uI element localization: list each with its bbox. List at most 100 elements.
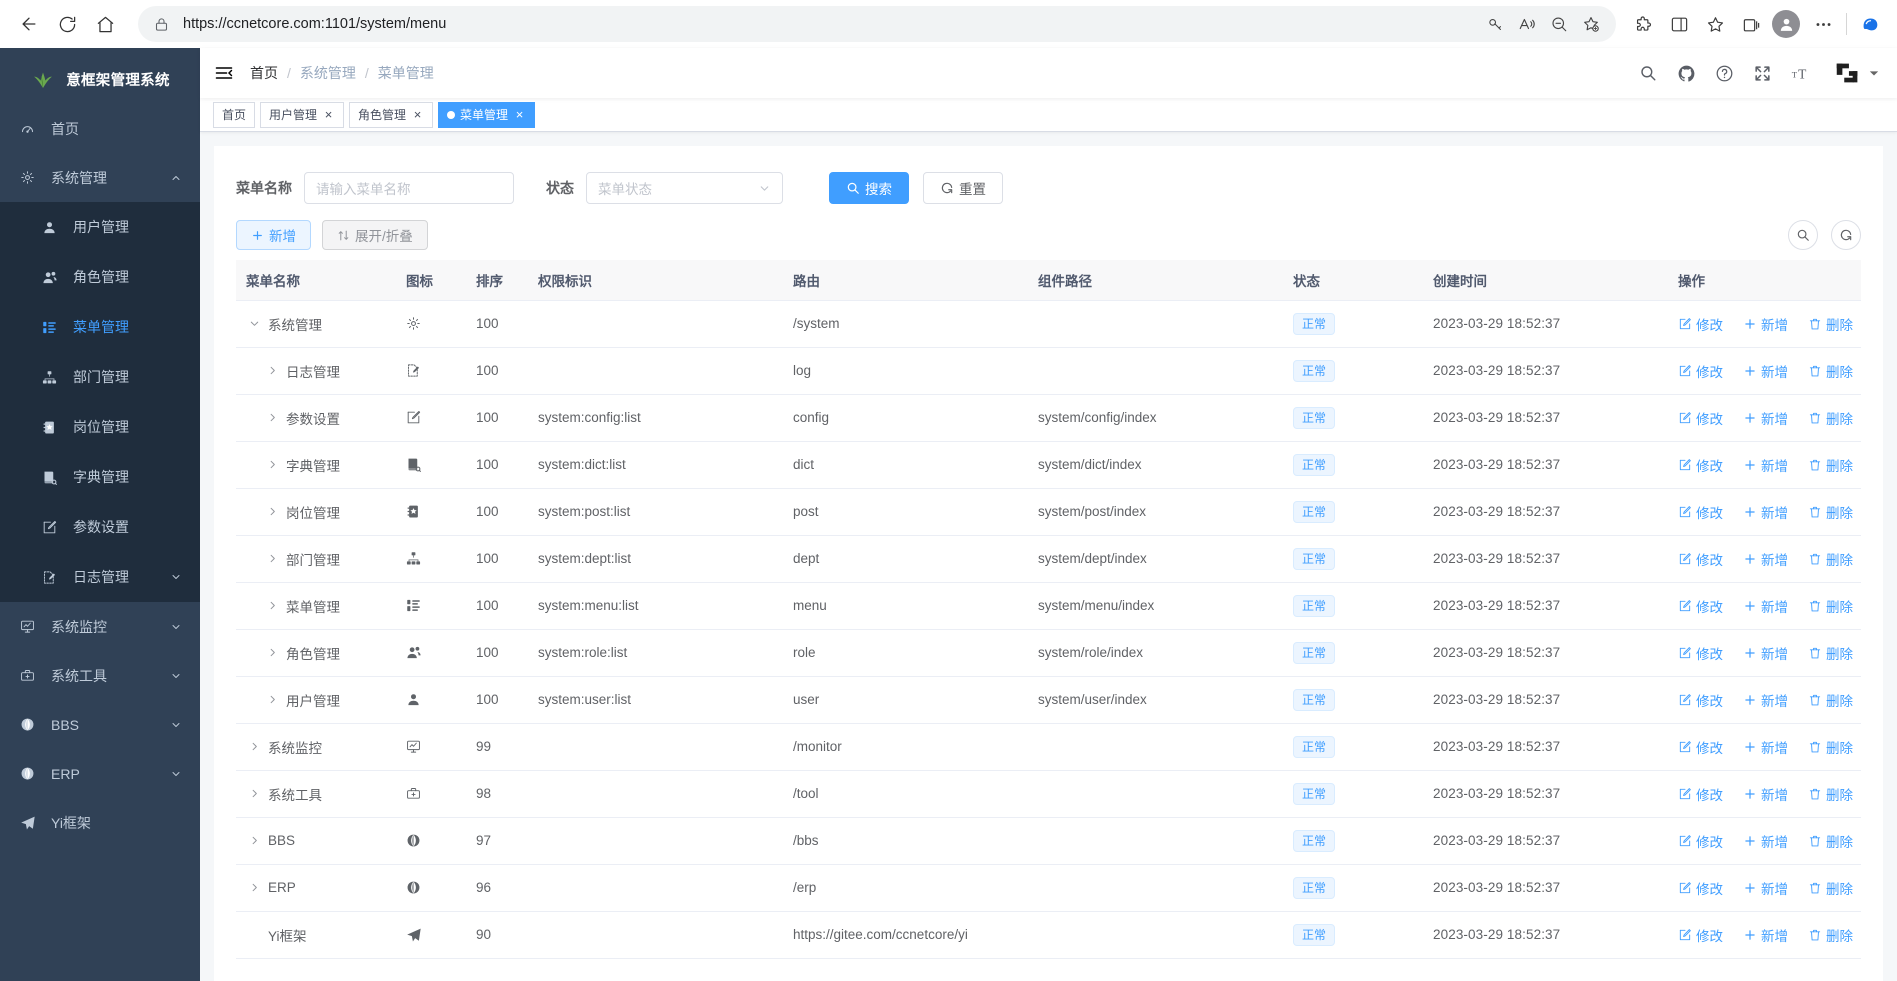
action-删除[interactable]: 删除 bbox=[1808, 361, 1853, 381]
help-circle-icon[interactable] bbox=[1713, 62, 1735, 84]
action-修改[interactable]: 修改 bbox=[1678, 455, 1723, 475]
breadcrumb-item-1[interactable]: 系统管理 bbox=[299, 65, 356, 81]
action-修改[interactable]: 修改 bbox=[1678, 643, 1723, 663]
action-新增[interactable]: 新增 bbox=[1743, 737, 1788, 757]
table-row[interactable]: 系统管理 100/system 正常 2023-03-29 18:52:37 修改 新增 删… bbox=[236, 300, 1861, 348]
menu-name-input[interactable]: 请输入菜单名称 bbox=[304, 172, 514, 204]
action-删除[interactable]: 删除 bbox=[1808, 314, 1853, 334]
sidebar-item-7[interactable]: 字典管理 bbox=[0, 452, 200, 502]
action-删除[interactable]: 删除 bbox=[1808, 643, 1853, 663]
read-aloud-icon[interactable] bbox=[1512, 9, 1542, 39]
tree-caret-collapsed-icon[interactable] bbox=[264, 363, 280, 379]
action-删除[interactable]: 删除 bbox=[1808, 690, 1853, 710]
action-修改[interactable]: 修改 bbox=[1678, 878, 1723, 898]
table-row[interactable]: 系统工具 98/tool 正常 2023-03-29 18:52:37 修改 新增 删除 bbox=[236, 770, 1861, 818]
tree-caret-collapsed-icon[interactable] bbox=[246, 739, 262, 755]
breadcrumb-item-0[interactable]: 首页 bbox=[250, 65, 278, 81]
action-新增[interactable]: 新增 bbox=[1743, 925, 1788, 945]
sidebar-item-0[interactable]: 首页 bbox=[0, 104, 200, 153]
action-新增[interactable]: 新增 bbox=[1743, 643, 1788, 663]
zoom-out-icon[interactable] bbox=[1544, 9, 1574, 39]
action-修改[interactable]: 修改 bbox=[1678, 408, 1723, 428]
table-row[interactable]: 岗位管理 100 system:post:list post system/post/i… bbox=[236, 488, 1861, 536]
table-row[interactable]: ERP 96/erp 正常 2023-03-29 18:52:37 修改 新增 删除 bbox=[236, 864, 1861, 912]
table-row[interactable]: Yi框架 90 https://gitee.com/ccnetcore/yi 正常 20… bbox=[236, 911, 1861, 959]
action-删除[interactable]: 删除 bbox=[1808, 831, 1853, 851]
table-row[interactable]: 参数设置 100 system:config:list config system/co… bbox=[236, 394, 1861, 442]
action-新增[interactable]: 新增 bbox=[1743, 596, 1788, 616]
sidebar-item-14[interactable]: Yi框架 bbox=[0, 798, 200, 847]
action-新增[interactable]: 新增 bbox=[1743, 361, 1788, 381]
tag-item-1[interactable]: 用户管理 × bbox=[260, 101, 345, 128]
tree-caret-collapsed-icon[interactable] bbox=[264, 504, 280, 520]
tree-caret-collapsed-icon[interactable] bbox=[246, 786, 262, 802]
action-修改[interactable]: 修改 bbox=[1678, 314, 1723, 334]
add-button[interactable]: 新增 bbox=[236, 220, 311, 250]
action-删除[interactable]: 删除 bbox=[1808, 549, 1853, 569]
profile-avatar-icon[interactable] bbox=[1772, 10, 1800, 38]
refresh-table-icon[interactable] bbox=[1831, 220, 1861, 250]
address-bar[interactable]: https://ccnetcore.com:1101/system/menu bbox=[138, 6, 1616, 42]
action-删除[interactable]: 删除 bbox=[1808, 408, 1853, 428]
table-row[interactable]: 菜单管理 100 system:menu:list menu system/menu/i… bbox=[236, 582, 1861, 630]
fullscreen-icon[interactable] bbox=[1751, 62, 1773, 84]
split-screen-icon[interactable] bbox=[1662, 7, 1696, 41]
sidebar-logo[interactable]: 意框架管理系统 bbox=[0, 54, 200, 104]
action-新增[interactable]: 新增 bbox=[1743, 549, 1788, 569]
tree-caret-collapsed-icon[interactable] bbox=[264, 410, 280, 426]
tree-caret-collapsed-icon[interactable] bbox=[246, 880, 262, 896]
tree-caret-expanded-icon[interactable] bbox=[246, 316, 262, 332]
action-新增[interactable]: 新增 bbox=[1743, 878, 1788, 898]
tag-item-3[interactable]: 菜单管理 × bbox=[438, 101, 536, 128]
action-新增[interactable]: 新增 bbox=[1743, 502, 1788, 522]
action-修改[interactable]: 修改 bbox=[1678, 831, 1723, 851]
table-row[interactable]: 系统监控 99/monitor 正常 2023-03-29 18:52:37 修改 新增 删… bbox=[236, 723, 1861, 771]
tree-caret-collapsed-icon[interactable] bbox=[264, 692, 280, 708]
tree-caret-collapsed-icon[interactable] bbox=[264, 457, 280, 473]
tree-caret-collapsed-icon[interactable] bbox=[264, 645, 280, 661]
action-删除[interactable]: 删除 bbox=[1808, 455, 1853, 475]
sidebar-item-5[interactable]: 部门管理 bbox=[0, 352, 200, 402]
reset-button[interactable]: 重置 bbox=[923, 172, 1003, 204]
action-修改[interactable]: 修改 bbox=[1678, 596, 1723, 616]
table-row[interactable]: 用户管理 100 system:user:list user system/user/i… bbox=[236, 676, 1861, 724]
action-修改[interactable]: 修改 bbox=[1678, 925, 1723, 945]
action-新增[interactable]: 新增 bbox=[1743, 314, 1788, 334]
action-新增[interactable]: 新增 bbox=[1743, 784, 1788, 804]
sidebar-item-10[interactable]: 系统监控 bbox=[0, 602, 200, 651]
sidebar-item-12[interactable]: BBS bbox=[0, 700, 200, 749]
sidebar-item-1[interactable]: 系统管理 bbox=[0, 153, 200, 202]
action-修改[interactable]: 修改 bbox=[1678, 361, 1723, 381]
table-row[interactable]: BBS 97/bbs 正常 2023-03-29 18:52:37 修改 新增 删除 bbox=[236, 817, 1861, 865]
collections-icon[interactable] bbox=[1734, 7, 1768, 41]
action-修改[interactable]: 修改 bbox=[1678, 549, 1723, 569]
github-icon[interactable] bbox=[1675, 62, 1697, 84]
tree-caret-collapsed-icon[interactable] bbox=[246, 833, 262, 849]
tag-item-2[interactable]: 角色管理 × bbox=[349, 101, 434, 128]
sidebar-item-3[interactable]: 角色管理 bbox=[0, 252, 200, 302]
action-删除[interactable]: 删除 bbox=[1808, 878, 1853, 898]
action-新增[interactable]: 新增 bbox=[1743, 408, 1788, 428]
refresh-icon[interactable] bbox=[48, 5, 86, 43]
table-row[interactable]: 角色管理 100 system:role:list role system/role/i… bbox=[236, 629, 1861, 677]
favorites-icon[interactable] bbox=[1698, 7, 1732, 41]
action-新增[interactable]: 新增 bbox=[1743, 690, 1788, 710]
action-修改[interactable]: 修改 bbox=[1678, 502, 1723, 522]
status-select[interactable]: 菜单状态 bbox=[586, 172, 783, 204]
search-button[interactable]: 搜索 bbox=[829, 172, 909, 204]
sidebar-item-8[interactable]: 参数设置 bbox=[0, 502, 200, 552]
hamburger-fold-icon[interactable] bbox=[214, 63, 234, 83]
action-新增[interactable]: 新增 bbox=[1743, 831, 1788, 851]
sidebar-item-6[interactable]: 岗位管理 bbox=[0, 402, 200, 452]
copilot-icon[interactable] bbox=[1853, 7, 1887, 41]
sidebar-item-11[interactable]: 系统工具 bbox=[0, 651, 200, 700]
search-toggle-icon[interactable] bbox=[1788, 220, 1818, 250]
table-row[interactable]: 日志管理 100 log 正常 2023-03-29 18:52:37 修改 新增 删除 bbox=[236, 347, 1861, 395]
action-删除[interactable]: 删除 bbox=[1808, 737, 1853, 757]
expand-collapse-button[interactable]: 展开/折叠 bbox=[322, 220, 428, 250]
add-favorite-icon[interactable] bbox=[1576, 9, 1606, 39]
action-删除[interactable]: 删除 bbox=[1808, 502, 1853, 522]
close-icon[interactable]: × bbox=[324, 107, 333, 122]
action-删除[interactable]: 删除 bbox=[1808, 925, 1853, 945]
